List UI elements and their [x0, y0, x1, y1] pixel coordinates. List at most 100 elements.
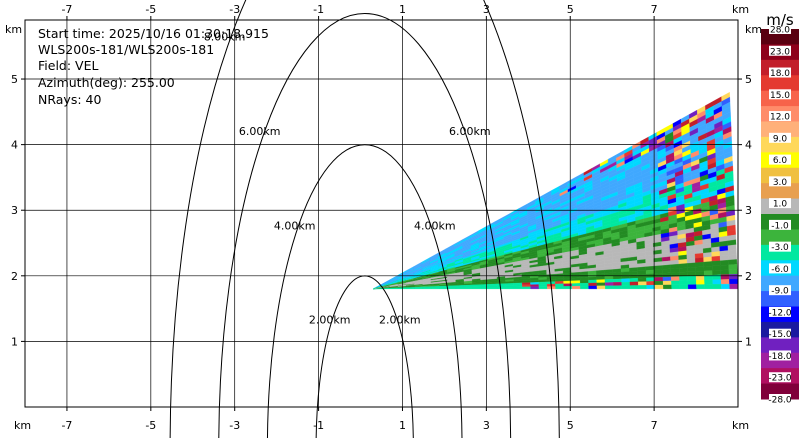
colorbar-tick-label: 9.0: [773, 134, 788, 144]
colorbar-tick-bg: [769, 198, 791, 209]
velocity-gate: [728, 269, 738, 275]
colorbar-unit: m/s: [766, 11, 794, 29]
velocity-gate: [588, 279, 597, 284]
velocity-gate: [703, 256, 713, 263]
velocity-gate: [695, 275, 705, 281]
velocity-gate: [646, 277, 655, 282]
velocity-gate: [596, 282, 606, 287]
velocity-gate: [629, 285, 639, 290]
colorbar-tick-label: 6.0: [773, 156, 788, 166]
colorbar-tick-label: -18.0: [768, 352, 792, 362]
y-tick-label-right: 3: [745, 204, 752, 217]
velocity-gate: [588, 276, 597, 281]
velocity-gate: [571, 285, 581, 290]
velocity-gate: [604, 279, 614, 283]
velocity-gate: [530, 284, 540, 287]
velocity-gate: [488, 285, 498, 288]
colorbar-tick-label: -28.0: [768, 396, 792, 406]
velocity-gate: [712, 269, 721, 276]
velocity-gate: [719, 255, 729, 261]
velocity-gate: [695, 270, 705, 277]
x-tick-label-top: 1: [399, 3, 406, 16]
velocity-gate: [579, 277, 589, 281]
colorbar-tick-label: 18.0: [770, 69, 790, 79]
colorbar-swatch: [761, 75, 799, 92]
colorbar-tick-bg: [769, 263, 791, 274]
velocity-gate: [728, 264, 738, 270]
velocity-gate: [555, 281, 564, 285]
velocity-gate: [671, 280, 680, 286]
colorbar: 28.0 23.0 18.0 15.0 12.0 9.0 6.0 3.0 1.0 -1.0 -3.0…: [761, 24, 799, 406]
colorbar-swatch: [761, 183, 799, 200]
velocity-gate: [455, 287, 465, 290]
colorbar-tick-label: 23.0: [770, 47, 790, 57]
y-tick-label-left: 1: [11, 335, 18, 348]
velocity-gate: [555, 286, 564, 290]
velocity-gate: [464, 287, 473, 290]
velocity-gate: [414, 288, 424, 290]
colorbar-tick-label: 28.0: [770, 26, 790, 36]
x-tick-label-top: 7: [651, 3, 658, 16]
velocity-gate: [695, 266, 705, 272]
velocity-gate: [538, 284, 548, 287]
velocity-gate: [721, 283, 730, 290]
colorbar-tick-label: -12.0: [768, 308, 792, 318]
velocity-gate: [711, 265, 721, 271]
range-ring-label: 4.00km: [414, 219, 456, 232]
velocity-gate: [711, 260, 721, 267]
velocity-gate: [530, 286, 540, 290]
velocity-gate: [687, 284, 697, 290]
velocity-gate: [727, 249, 737, 256]
velocity-gate: [654, 273, 664, 278]
colorbar-tick-bg: [769, 154, 791, 165]
velocity-gate: [653, 261, 663, 267]
axis-unit-label: km: [732, 419, 749, 432]
velocity-gate: [720, 279, 730, 285]
velocity-gate: [513, 282, 523, 286]
velocity-gate: [654, 280, 664, 286]
velocity-gate: [712, 279, 722, 285]
velocity-gate: [497, 286, 506, 290]
x-tick-label-bottom: 1: [399, 419, 406, 432]
colorbar-tick-bg: [769, 350, 791, 361]
velocity-gate: [406, 288, 415, 290]
velocity-gate: [571, 283, 581, 287]
velocity-gate: [621, 271, 630, 276]
velocity-gate: [538, 279, 548, 283]
velocity-gate: [719, 250, 729, 257]
velocity-gate: [687, 275, 697, 281]
y-tick-label-right: 2: [745, 270, 752, 283]
info-line-azimuth: Azimuth(deg): 255.00: [38, 75, 175, 90]
colorbar-swatch: [761, 229, 799, 246]
velocity-gate: [720, 264, 730, 271]
velocity-sector: [373, 91, 738, 290]
x-tick-label-bottom: -3: [229, 419, 240, 432]
colorbar-tick-bg: [769, 132, 791, 143]
info-line-start-time: Start time: 2025/10/16 01:30:18.915: [38, 26, 269, 41]
velocity-gate: [662, 276, 672, 282]
velocity-gate: [563, 280, 573, 284]
x-tick-label-bottom: 5: [567, 419, 574, 432]
info-line-field: Field: VEL: [38, 58, 98, 73]
velocity-gate: [563, 286, 573, 290]
velocity-gate: [720, 259, 729, 266]
velocity-gate: [728, 259, 738, 266]
velocity-gate: [621, 278, 631, 283]
velocity-gate: [687, 280, 697, 285]
colorbar-tick-label: -3.0: [771, 243, 789, 253]
axis-unit-label: km: [5, 23, 22, 36]
y-tick-label-right: 1: [745, 335, 752, 348]
range-ring: [315, 275, 414, 438]
grid-lines: [25, 20, 738, 407]
colorbar-tick-bg: [769, 241, 791, 252]
velocity-gate: [638, 281, 647, 286]
axis-unit-label: km: [14, 419, 31, 432]
velocity-gate: [588, 282, 598, 287]
velocity-gate: [728, 274, 738, 280]
colorbar-tick-bg: [769, 328, 791, 339]
velocity-gate: [480, 285, 490, 288]
x-tick-label-bottom: 3: [483, 419, 490, 432]
velocity-gate: [505, 284, 515, 288]
range-ring: [169, 0, 560, 438]
